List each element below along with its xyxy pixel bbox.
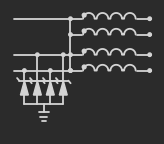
Polygon shape [33,81,41,95]
Circle shape [82,29,86,33]
Circle shape [148,53,151,56]
Circle shape [69,69,72,72]
Circle shape [148,17,151,20]
Polygon shape [20,81,28,95]
Circle shape [82,65,86,69]
Circle shape [69,33,72,36]
Circle shape [62,53,65,56]
Circle shape [82,49,86,53]
Circle shape [148,33,151,36]
Circle shape [82,13,86,17]
Circle shape [148,69,151,72]
Circle shape [69,53,72,56]
Circle shape [69,69,72,72]
Circle shape [36,53,39,56]
Circle shape [69,17,72,20]
Circle shape [23,69,26,72]
Circle shape [49,69,52,72]
Polygon shape [59,81,67,95]
Polygon shape [46,81,54,95]
